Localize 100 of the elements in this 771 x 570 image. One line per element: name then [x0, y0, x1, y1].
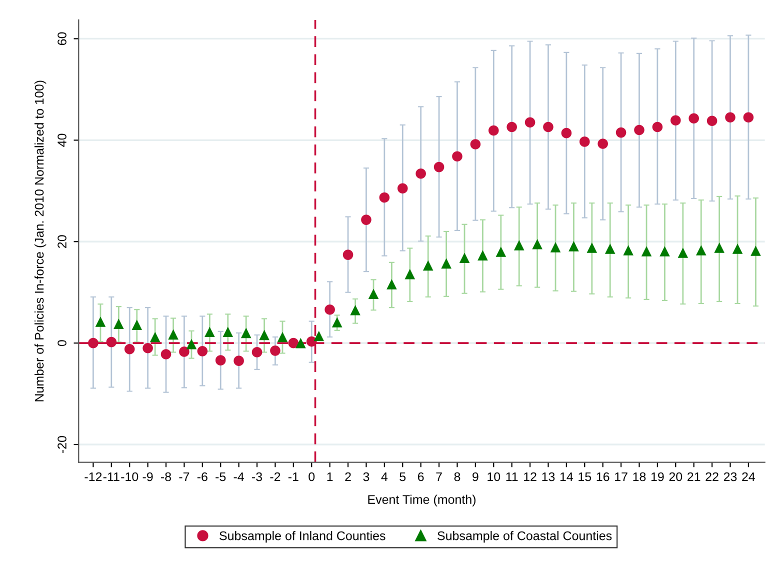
- point: [496, 246, 506, 257]
- x-tick-label: -8: [161, 472, 172, 482]
- point: [568, 241, 579, 252]
- point: [361, 214, 372, 225]
- point: [368, 288, 379, 300]
- point: [324, 304, 335, 315]
- point: [288, 338, 299, 348]
- point: [543, 122, 554, 132]
- point: [259, 330, 270, 340]
- y-tick-label: 40: [58, 134, 66, 147]
- point: [623, 245, 634, 256]
- x-tick-label: 9: [472, 472, 478, 482]
- x-tick-label: -5: [216, 472, 226, 482]
- point: [204, 326, 215, 338]
- point: [240, 328, 252, 338]
- point: [459, 252, 470, 263]
- x-tick-label: 15: [578, 472, 592, 482]
- x-tick-label: 2: [345, 472, 351, 482]
- x-tick-label: 14: [560, 472, 574, 482]
- point: [524, 117, 536, 128]
- point: [222, 326, 234, 338]
- x-tick-label: 13: [542, 472, 555, 482]
- point: [434, 162, 444, 172]
- point: [604, 244, 616, 254]
- point: [277, 332, 288, 342]
- point: [579, 136, 590, 147]
- x-axis-title: Event Time (month): [368, 494, 476, 506]
- point: [197, 346, 208, 356]
- x-tick-label: -3: [252, 472, 262, 482]
- point: [598, 138, 608, 149]
- point: [296, 338, 306, 348]
- x-tick-label: -11: [103, 472, 120, 482]
- point: [478, 250, 488, 260]
- y-axis-title: Number of Policies In-force (Jan. 2010 Normalized to 100): [34, 80, 46, 402]
- x-tick-label: 20: [669, 472, 682, 482]
- point: [404, 268, 416, 280]
- point: [714, 242, 724, 253]
- x-tick-label: 7: [436, 472, 442, 482]
- point: [688, 113, 699, 124]
- x-tick-label: 23: [724, 472, 737, 482]
- point: [732, 244, 743, 254]
- x-tick-label: 18: [633, 472, 646, 482]
- point: [416, 168, 426, 179]
- point: [397, 183, 408, 194]
- point: [586, 242, 598, 253]
- point: [670, 115, 681, 126]
- x-tick-label: 19: [651, 472, 664, 482]
- x-tick-label: -10: [121, 472, 138, 482]
- point: [106, 336, 117, 348]
- x-tick-label: 0: [308, 472, 315, 482]
- point: [561, 128, 572, 138]
- x-tick-label: 12: [524, 472, 536, 482]
- x-tick-label: 1: [327, 472, 333, 482]
- point: [422, 260, 434, 271]
- x-tick-label: 6: [418, 472, 424, 482]
- point: [252, 347, 262, 358]
- point: [743, 112, 754, 122]
- x-tick-label: -1: [288, 472, 298, 482]
- x-tick-label: -4: [234, 472, 244, 482]
- point: [160, 349, 172, 360]
- point: [150, 332, 160, 342]
- point: [306, 336, 317, 347]
- x-tick-label: -9: [142, 472, 153, 482]
- point: [725, 112, 736, 122]
- legend-label: Subsample of Coastal Counties: [438, 531, 612, 543]
- point: [234, 356, 244, 366]
- point: [441, 258, 452, 269]
- x-tick-label: 5: [400, 472, 406, 482]
- point: [332, 317, 342, 328]
- point: [452, 151, 462, 162]
- point: [88, 338, 98, 348]
- point: [634, 124, 644, 136]
- point: [132, 320, 142, 330]
- point: [514, 240, 524, 250]
- point: [95, 316, 106, 327]
- y-tick-label: 0: [58, 340, 66, 346]
- point: [641, 246, 652, 256]
- point: [114, 318, 124, 329]
- y-tick-label: 60: [58, 32, 66, 46]
- x-tick-label: -12: [84, 472, 102, 482]
- point: [179, 346, 190, 357]
- point: [660, 246, 670, 256]
- point: [350, 304, 360, 316]
- point: [168, 329, 178, 340]
- point: [652, 122, 663, 132]
- point: [142, 342, 153, 354]
- x-tick-label: 17: [615, 472, 628, 482]
- x-tick-label: 22: [706, 472, 718, 482]
- legend-label: Subsample of Inland Counties: [220, 531, 386, 543]
- x-tick-label: -6: [197, 472, 208, 482]
- y-tick-label: -20: [58, 436, 66, 453]
- x-tick-label: -7: [179, 472, 190, 482]
- point: [506, 122, 517, 132]
- point: [706, 116, 718, 126]
- point: [678, 248, 688, 258]
- point: [386, 279, 397, 290]
- x-tick-label: -2: [270, 472, 280, 482]
- point: [186, 338, 197, 350]
- x-tick-label: 24: [742, 472, 756, 482]
- point: [379, 192, 390, 203]
